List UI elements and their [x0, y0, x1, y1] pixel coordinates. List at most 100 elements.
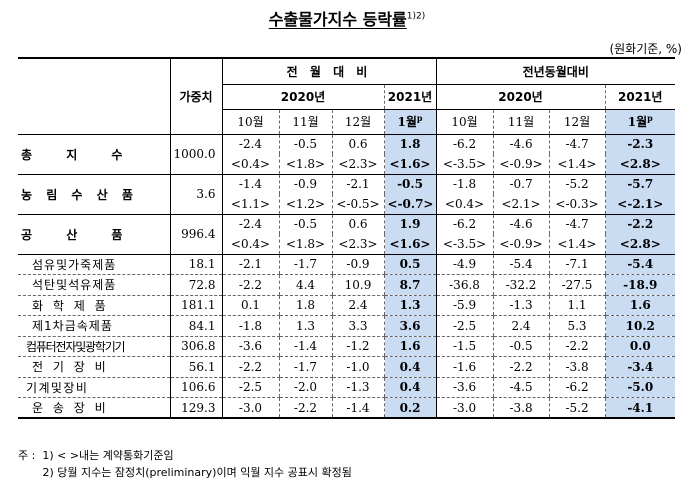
value-cell: -2.2	[604, 214, 676, 234]
contract-currency-value: <-0.9>	[492, 234, 550, 255]
value-cell: 10.2	[604, 315, 676, 337]
value-cell: 1.6	[604, 295, 676, 316]
header-2021-yoy: 2021년	[604, 84, 676, 110]
contract-currency-value: <1.6>	[383, 234, 437, 255]
value-cell: 3.6	[383, 315, 437, 337]
value-cell: -2.2	[548, 336, 606, 357]
value-cell: -5.2	[548, 397, 606, 419]
value-cell: -1.0	[331, 356, 384, 378]
value-cell: -2.4	[221, 134, 279, 154]
value-cell: 1.9	[383, 214, 437, 234]
header-blank	[18, 58, 170, 135]
header-month: 10월	[221, 109, 279, 135]
value-cell: 1.8	[383, 134, 437, 154]
weight-cell: 306.8	[169, 336, 222, 357]
contract-currency-value: <1.4>	[548, 234, 606, 255]
value-cell: -0.9	[278, 174, 332, 194]
contract-currency-value: <1.2>	[278, 194, 332, 215]
table-row: 석탄및석유제품 72.8 -2.2 4.4 10.9 8.7 -36.8 -32.2 -27.5…	[18, 274, 676, 296]
unit-label: (원화기준, %)	[609, 42, 682, 56]
value-cell: -27.5	[548, 274, 606, 296]
value-cell: 0.4	[383, 356, 437, 378]
contract-currency-value: <2.3>	[331, 154, 384, 175]
footnote-2: 2) 당월 지수는 잠정치(preliminary)이며 익월 지수 공표시 확…	[18, 466, 352, 479]
value-cell: -5.0	[604, 377, 676, 398]
table-row-contract: <0.4> <1.8> <2.3> <1.6> <-3.5> <-0.9> <1.4> <2.…	[18, 154, 676, 175]
table-row: 농 림 수 산 품 3.6 -1.4 -0.9 -2.1 -0.5 -1.8 -0.7 -5.2…	[18, 174, 676, 215]
weight-cell: 106.6	[169, 377, 222, 398]
table-row: 운 송 장 비 129.3 -3.0 -2.2 -1.4 0.2 -3.0 -3.8 -5.2-…	[18, 397, 676, 419]
value-cell: -2.1	[221, 254, 279, 275]
value-cell: 1.1	[548, 295, 606, 316]
export-price-table: 가중치 전 월 대 비 전년동월대비 2020년 2021년 2020년 202…	[18, 57, 676, 419]
value-cell: 0.4	[383, 377, 437, 398]
weight-cell: 56.1	[169, 356, 222, 378]
value-cell: -3.6	[221, 336, 279, 357]
value-cell: -2.5	[435, 315, 494, 337]
contract-currency-value: <1.8>	[278, 154, 332, 175]
header-yoy: 전년동월대비	[435, 58, 676, 85]
value-cell: 10.9	[331, 274, 384, 296]
contract-currency-value: <0.4>	[221, 234, 279, 255]
value-cell: 1.3	[278, 315, 332, 337]
value-cell: 8.7	[383, 274, 437, 296]
contract-currency-value: <-0.3>	[548, 194, 606, 215]
table-row-contract: <0.4> <1.8> <2.3> <1.6> <-3.5> <-0.9> <1.4> <2.…	[18, 234, 676, 255]
table-row-contract: <1.1> <1.2> <-0.5> <-0.7> <0.4> <2.1> <-0.3> <-…	[18, 194, 676, 215]
value-cell: -4.5	[492, 377, 550, 398]
value-cell: -6.2	[435, 214, 494, 234]
row-label: 기 계 및 장 비	[18, 377, 170, 398]
row-label: 제1차금속제품	[18, 315, 170, 337]
header-month: 12월	[548, 109, 606, 135]
value-cell: -6.2	[435, 134, 494, 154]
value-cell: -1.7	[278, 356, 332, 378]
table-row: 섬유및가죽제품 18.1 -2.1 -1.7 -0.9 0.5 -4.9 -5.4 -7.1 -5…	[18, 254, 676, 275]
header-month: 11월	[492, 109, 550, 135]
value-cell: -36.8	[435, 274, 494, 296]
value-cell: -4.6	[492, 134, 550, 154]
value-cell: -1.4	[331, 397, 384, 419]
header-month-jan: 1월p	[604, 109, 676, 135]
contract-currency-value: <2.8>	[604, 154, 676, 175]
weight-cell: 84.1	[169, 315, 222, 337]
value-cell: -4.7	[548, 214, 606, 234]
value-cell: -2.2	[221, 356, 279, 378]
contract-currency-value: <2.1>	[492, 194, 550, 215]
row-label: 총 지 수	[18, 134, 170, 175]
row-label: 운 송 장 비	[18, 397, 170, 419]
value-cell: -3.8	[548, 356, 606, 378]
value-cell: -5.7	[604, 174, 676, 194]
value-cell: -7.1	[548, 254, 606, 275]
row-label: 전 기 장 비	[18, 356, 170, 378]
value-cell: -3.4	[604, 356, 676, 378]
value-cell: 3.3	[331, 315, 384, 337]
header-month: 12월	[331, 109, 384, 135]
header-weight: 가중치	[169, 58, 222, 135]
value-cell: 2.4	[331, 295, 384, 316]
weight-cell: 996.4	[169, 214, 222, 255]
table-row: 컴퓨터전자및광학기기 306.8 -3.6 -1.4 -1.2 1.6 -1.5 -0.5 -2…	[18, 336, 676, 357]
value-cell: 2.4	[492, 315, 550, 337]
value-cell: 1.6	[383, 336, 437, 357]
value-cell: -1.4	[221, 174, 279, 194]
weight-cell: 72.8	[169, 274, 222, 296]
header-mom: 전 월 대 비	[221, 58, 437, 85]
contract-currency-value: <-3.5>	[435, 154, 494, 175]
value-cell: -1.7	[278, 254, 332, 275]
title-text: 수출물가지수 등락률	[268, 10, 407, 29]
value-cell: -3.8	[492, 397, 550, 419]
value-cell: 1.8	[278, 295, 332, 316]
value-cell: -3.0	[435, 397, 494, 419]
row-label: 공 산 품	[18, 214, 170, 255]
contract-currency-value: <-3.5>	[435, 234, 494, 255]
value-cell: -6.2	[548, 377, 606, 398]
contract-currency-value: <-0.7>	[383, 194, 437, 215]
weight-cell: 1000.0	[169, 134, 222, 175]
contract-currency-value: <-0.9>	[492, 154, 550, 175]
header-month-jan: 1월p	[383, 109, 437, 135]
value-cell: -0.5	[278, 134, 332, 154]
table-row: 총 지 수 1000.0 -2.4 -0.5 0.6 1.8 -6.2 -4.6 -4.7 -2.…	[18, 134, 676, 175]
footnote-1: 주 : 1) < >내는 계약통화기준임	[18, 449, 174, 462]
value-cell: -4.7	[548, 134, 606, 154]
contract-currency-value: <0.4>	[435, 194, 494, 215]
